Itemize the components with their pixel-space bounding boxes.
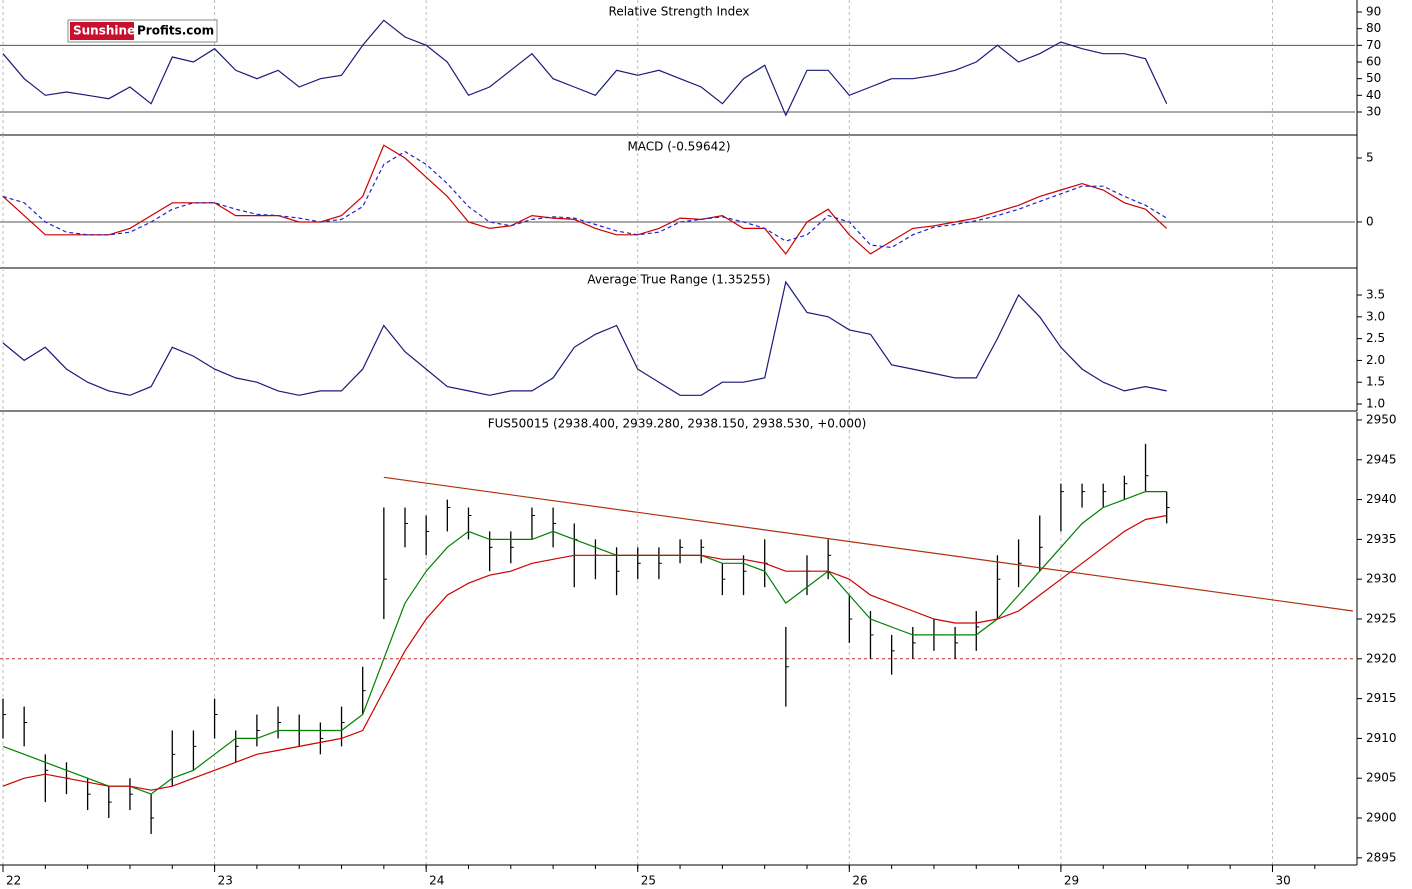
y-tick-label: 2905: [1366, 771, 1397, 785]
logo-text: Sunshine: [73, 24, 135, 38]
moving-average: [2, 514, 1167, 791]
y-tick-label: 2940: [1366, 492, 1397, 506]
y-tick-label: 2930: [1366, 572, 1397, 586]
x-tick-label: 22: [6, 874, 21, 888]
y-tick-label: 2895: [1366, 850, 1397, 864]
x-tick-label: 25: [641, 874, 656, 888]
panel-title: FUS50015 (2938.400, 2939.280, 2938.150, …: [488, 417, 867, 431]
line: [2, 19, 1168, 117]
trend-line: [383, 476, 1353, 612]
y-tick-label: 2945: [1366, 452, 1397, 466]
x-tick-label: 24: [429, 874, 444, 888]
panel-title: MACD (-0.59642): [627, 140, 730, 154]
panel-title: Average True Range (1.35255): [587, 273, 770, 287]
y-tick-label: 3.0: [1366, 309, 1385, 323]
y-tick-label: 80: [1366, 21, 1381, 35]
line: [2, 150, 1168, 249]
moving-average: [2, 491, 1167, 795]
y-tick-label: 90: [1366, 5, 1381, 19]
y-tick-label: 2920: [1366, 651, 1397, 665]
line: [2, 280, 1167, 396]
y-tick-label: 1.0: [1366, 397, 1385, 411]
x-tick-label: 30: [1275, 874, 1290, 888]
y-tick-label: 2935: [1366, 532, 1397, 546]
logo-text: Profits.com: [137, 24, 214, 38]
y-tick-label: 60: [1366, 55, 1381, 69]
x-tick-label: 26: [852, 874, 867, 888]
panel-title: Relative Strength Index: [609, 5, 750, 19]
x-tick-label: 29: [1064, 874, 1079, 888]
y-tick-label: 2950: [1366, 412, 1397, 426]
y-tick-label: 2915: [1366, 691, 1397, 705]
y-tick-label: 0: [1366, 214, 1374, 228]
y-tick-label: 2900: [1366, 811, 1397, 825]
y-tick-label: 2925: [1366, 611, 1397, 625]
y-tick-label: 70: [1366, 38, 1381, 52]
y-tick-label: 30: [1366, 105, 1381, 119]
y-tick-label: 1.5: [1366, 375, 1385, 389]
logo-red: [70, 22, 134, 40]
y-tick-label: 50: [1366, 71, 1381, 85]
y-tick-label: 2910: [1366, 731, 1397, 745]
x-tick-label: 23: [218, 874, 233, 888]
y-tick-label: 40: [1366, 88, 1381, 102]
y-tick-label: 3.5: [1366, 288, 1385, 302]
logo: Sunshine Profits.com: [67, 19, 218, 43]
y-tick-label: 2.5: [1366, 331, 1385, 345]
y-tick-label: 5: [1366, 151, 1374, 165]
y-tick-label: 2.0: [1366, 353, 1385, 367]
